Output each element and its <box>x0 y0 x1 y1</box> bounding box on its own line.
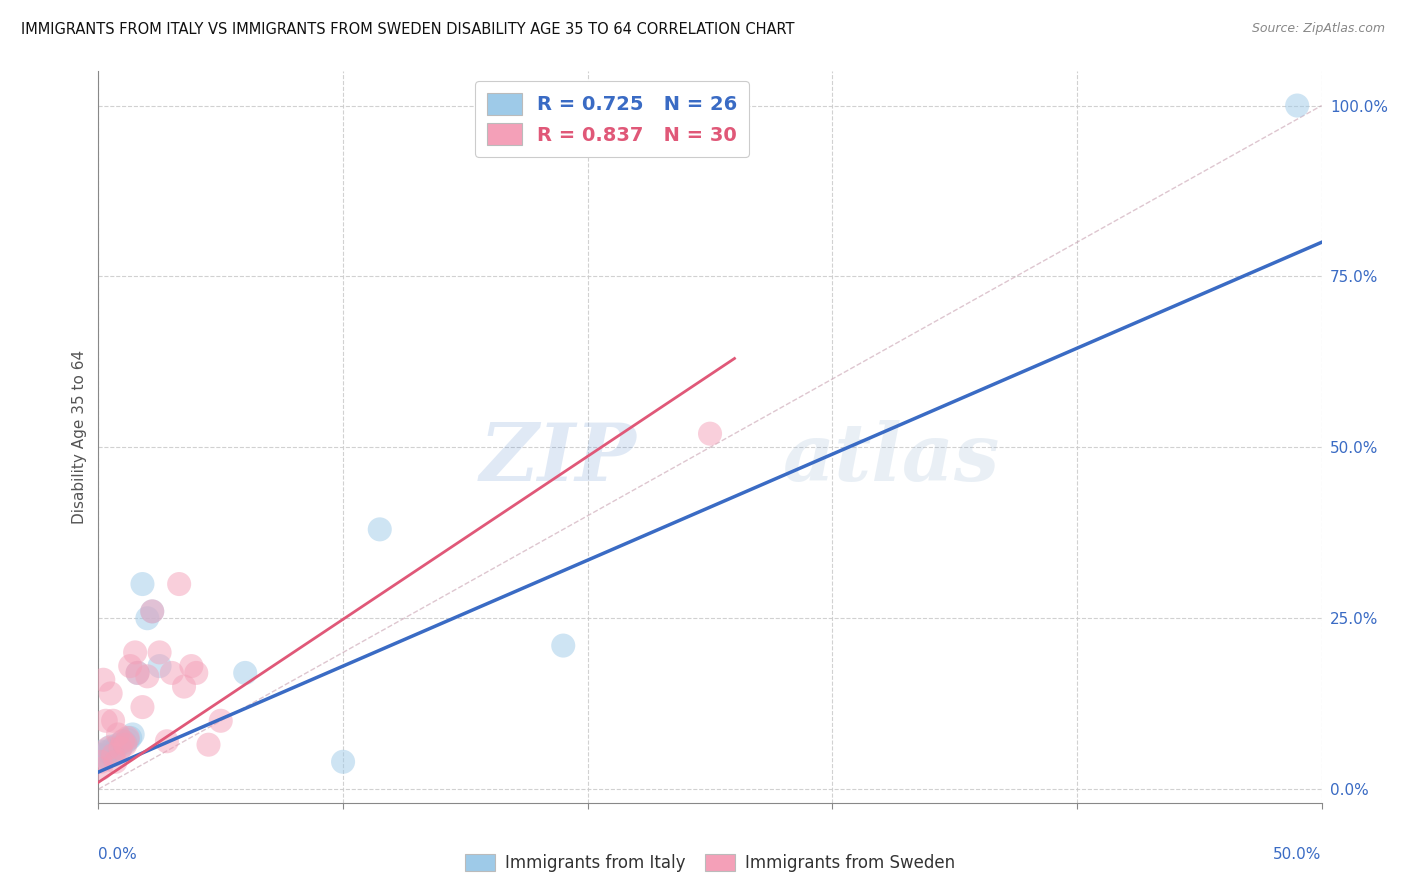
Point <box>180 659 202 673</box>
Point <box>107 727 129 741</box>
Point <box>101 747 124 762</box>
Point <box>553 639 575 653</box>
Point <box>97 745 120 759</box>
Point <box>94 714 117 728</box>
Point <box>136 611 159 625</box>
Point <box>90 755 112 769</box>
Text: atlas: atlas <box>783 420 1001 498</box>
Point <box>699 426 721 441</box>
Text: Source: ZipAtlas.com: Source: ZipAtlas.com <box>1251 22 1385 36</box>
Point <box>167 577 190 591</box>
Point <box>197 738 219 752</box>
Text: IMMIGRANTS FROM ITALY VS IMMIGRANTS FROM SWEDEN DISABILITY AGE 35 TO 64 CORRELAT: IMMIGRANTS FROM ITALY VS IMMIGRANTS FROM… <box>21 22 794 37</box>
Point <box>114 738 136 752</box>
Point <box>131 700 153 714</box>
Point <box>101 741 124 756</box>
Point <box>104 755 127 769</box>
Point <box>90 747 112 762</box>
Point <box>124 645 146 659</box>
Point <box>141 604 163 618</box>
Point <box>90 762 112 776</box>
Point <box>131 577 153 591</box>
Point <box>97 741 120 756</box>
Point <box>120 659 142 673</box>
Point <box>107 738 129 752</box>
Point <box>120 731 142 745</box>
Point <box>110 741 132 756</box>
Legend: Immigrants from Italy, Immigrants from Sweden: Immigrants from Italy, Immigrants from S… <box>458 847 962 879</box>
Point <box>117 732 139 747</box>
Point <box>94 751 117 765</box>
Point <box>117 731 139 745</box>
Text: 0.0%: 0.0% <box>98 847 138 862</box>
Point <box>114 736 136 750</box>
Point <box>160 665 183 680</box>
Text: 50.0%: 50.0% <box>1274 847 1322 862</box>
Point <box>127 665 149 680</box>
Point <box>110 741 132 756</box>
Point <box>91 749 114 764</box>
Point <box>332 755 354 769</box>
Point <box>233 665 256 680</box>
Point <box>90 745 112 759</box>
Point <box>91 673 114 687</box>
Point <box>100 747 122 762</box>
Point <box>1286 98 1309 112</box>
Point <box>121 727 143 741</box>
Point <box>100 686 122 700</box>
Point <box>104 742 127 756</box>
Text: ZIP: ZIP <box>479 420 637 498</box>
Point <box>111 734 134 748</box>
Y-axis label: Disability Age 35 to 64: Disability Age 35 to 64 <box>72 350 87 524</box>
Point <box>186 665 208 680</box>
Point <box>111 734 134 748</box>
Point <box>136 669 159 683</box>
Point <box>368 522 391 536</box>
Point <box>100 739 122 754</box>
Point <box>101 714 124 728</box>
Point <box>127 665 149 680</box>
Point <box>173 680 195 694</box>
Point <box>156 734 179 748</box>
Point <box>209 714 232 728</box>
Point <box>149 659 172 673</box>
Point <box>149 645 172 659</box>
Point <box>141 604 163 618</box>
